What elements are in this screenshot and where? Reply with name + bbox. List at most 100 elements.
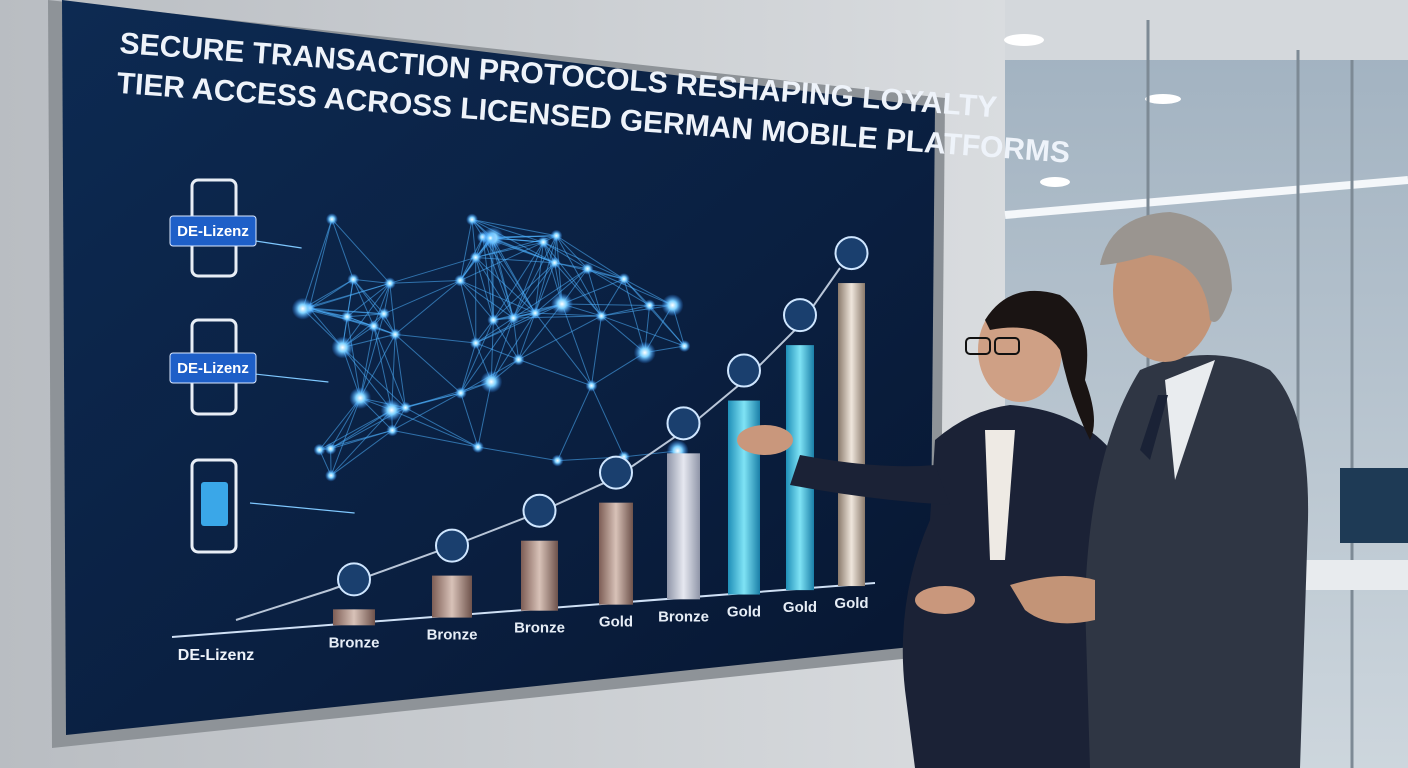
ceiling-spot bbox=[1040, 177, 1070, 187]
network-link bbox=[475, 256, 555, 264]
network-link bbox=[394, 280, 461, 335]
office-monitor bbox=[1340, 468, 1408, 543]
man-suit bbox=[1085, 355, 1309, 768]
office-desk bbox=[1300, 560, 1408, 590]
badge-label: DE-Lizenz bbox=[177, 360, 249, 377]
network-link bbox=[471, 219, 555, 264]
network-link bbox=[512, 262, 556, 319]
network-link bbox=[490, 317, 514, 382]
bar-icon bbox=[666, 406, 701, 441]
network-link bbox=[601, 315, 685, 347]
network-link bbox=[394, 334, 462, 394]
network-link bbox=[543, 241, 625, 280]
network-link bbox=[518, 315, 602, 360]
network-link bbox=[475, 303, 563, 344]
woman bbox=[737, 290, 1118, 768]
network-link bbox=[383, 280, 461, 315]
network-link bbox=[352, 279, 396, 335]
network-graphic bbox=[235, 213, 691, 514]
network-link bbox=[308, 219, 333, 309]
network-link bbox=[587, 268, 602, 317]
network-link bbox=[342, 347, 393, 411]
network-link bbox=[394, 334, 406, 408]
network-node bbox=[551, 454, 564, 467]
bar bbox=[667, 453, 700, 600]
network-link bbox=[557, 385, 592, 461]
network-link bbox=[600, 278, 625, 317]
ceiling bbox=[1005, 0, 1408, 60]
woman-hand bbox=[737, 425, 793, 455]
network-link bbox=[395, 333, 476, 344]
network-link bbox=[471, 219, 544, 243]
bar-label: Gold bbox=[783, 599, 817, 616]
network-link bbox=[331, 218, 391, 284]
network-link bbox=[518, 312, 536, 360]
network-link bbox=[405, 392, 461, 409]
network-node bbox=[633, 341, 656, 364]
network-link bbox=[512, 317, 520, 360]
network-node bbox=[643, 299, 656, 312]
network-link bbox=[460, 319, 494, 394]
bar bbox=[521, 540, 558, 611]
network-link bbox=[556, 235, 625, 280]
network-link bbox=[331, 219, 354, 280]
bar-icon bbox=[522, 493, 557, 528]
network-link bbox=[587, 268, 673, 306]
network-node bbox=[399, 401, 412, 414]
network-link bbox=[471, 219, 477, 258]
network-link bbox=[330, 409, 393, 476]
network-node bbox=[551, 293, 574, 316]
network-link bbox=[352, 279, 375, 327]
network-node bbox=[661, 294, 684, 317]
network-link bbox=[459, 219, 473, 281]
network-node bbox=[487, 313, 500, 326]
network-node bbox=[550, 229, 563, 242]
bar-chart: Bronze Bronze Bronze Gold Bronze Gold Gold Gold bbox=[329, 236, 869, 651]
network-node bbox=[325, 469, 338, 482]
axis-label: DE-Lizenz bbox=[178, 647, 254, 664]
badge bbox=[169, 352, 257, 384]
network-link bbox=[302, 308, 384, 315]
network-link bbox=[330, 397, 361, 476]
badge-label: DE-Lizenz bbox=[177, 223, 249, 240]
network-link bbox=[392, 429, 479, 448]
bar bbox=[432, 575, 472, 618]
network-link bbox=[518, 303, 563, 360]
woman-blouse bbox=[985, 430, 1015, 560]
ceiling-light bbox=[1004, 176, 1408, 219]
network-node bbox=[313, 443, 326, 456]
network-link bbox=[391, 334, 396, 411]
phone-screen bbox=[201, 482, 228, 526]
network-link bbox=[359, 334, 396, 399]
network-link bbox=[475, 257, 494, 321]
man bbox=[1010, 212, 1309, 768]
network-node bbox=[581, 262, 594, 275]
network-link bbox=[471, 219, 557, 237]
network-node bbox=[617, 273, 630, 286]
network-link bbox=[389, 256, 476, 284]
network-node bbox=[507, 312, 520, 325]
bar-label: Bronze bbox=[427, 627, 478, 644]
network-link bbox=[389, 280, 461, 284]
network-link bbox=[475, 241, 544, 258]
network-node bbox=[349, 387, 372, 410]
network-node bbox=[389, 328, 402, 341]
network-node bbox=[595, 309, 608, 322]
network-link bbox=[475, 317, 514, 344]
bar-label: Gold bbox=[599, 614, 633, 631]
network-link bbox=[518, 359, 592, 387]
network-link bbox=[590, 315, 602, 386]
network-link bbox=[562, 303, 650, 306]
network-link bbox=[459, 280, 477, 344]
network-link bbox=[556, 235, 588, 270]
network-link bbox=[534, 262, 556, 314]
network-link bbox=[601, 304, 673, 317]
network-link bbox=[489, 238, 494, 320]
network-node bbox=[469, 251, 482, 264]
network-link bbox=[302, 219, 333, 309]
man-tie bbox=[1140, 395, 1168, 460]
bar-label: Gold bbox=[727, 604, 761, 621]
network-node bbox=[380, 399, 403, 422]
network-node bbox=[484, 232, 497, 245]
